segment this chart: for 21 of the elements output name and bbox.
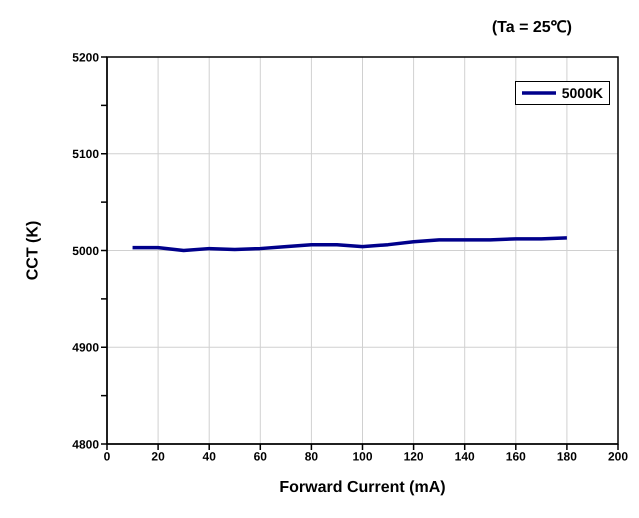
chart-title: (Ta = 25℃): [492, 18, 572, 37]
x-tick-label: 120: [404, 450, 424, 464]
x-tick-label: 100: [352, 450, 373, 464]
y-tick-label: 4800: [72, 437, 100, 452]
y-tick-label: 5100: [72, 147, 100, 162]
x-tick-label: 40: [202, 450, 216, 464]
y-tick-label: 5000: [72, 244, 100, 258]
line-series: [130, 236, 569, 252]
x-tick-label: 140: [454, 450, 476, 464]
x-tick-label: 20: [151, 450, 166, 464]
y-tick-label: 4900: [72, 340, 100, 355]
x-tick-label: 80: [304, 450, 318, 464]
x-axis-title: Forward Current (mA): [279, 479, 446, 496]
x-tick-label: 60: [254, 450, 268, 464]
x-tick-label: 180: [556, 450, 578, 464]
y-tick-label: 5200: [72, 50, 100, 64]
y-axis-title: CCT (K): [24, 220, 42, 280]
legend-label: 5000K: [562, 85, 603, 101]
x-tick-label: 200: [608, 450, 628, 464]
x-tick-label: 160: [506, 450, 526, 464]
x-tick-label: 0: [104, 450, 111, 464]
